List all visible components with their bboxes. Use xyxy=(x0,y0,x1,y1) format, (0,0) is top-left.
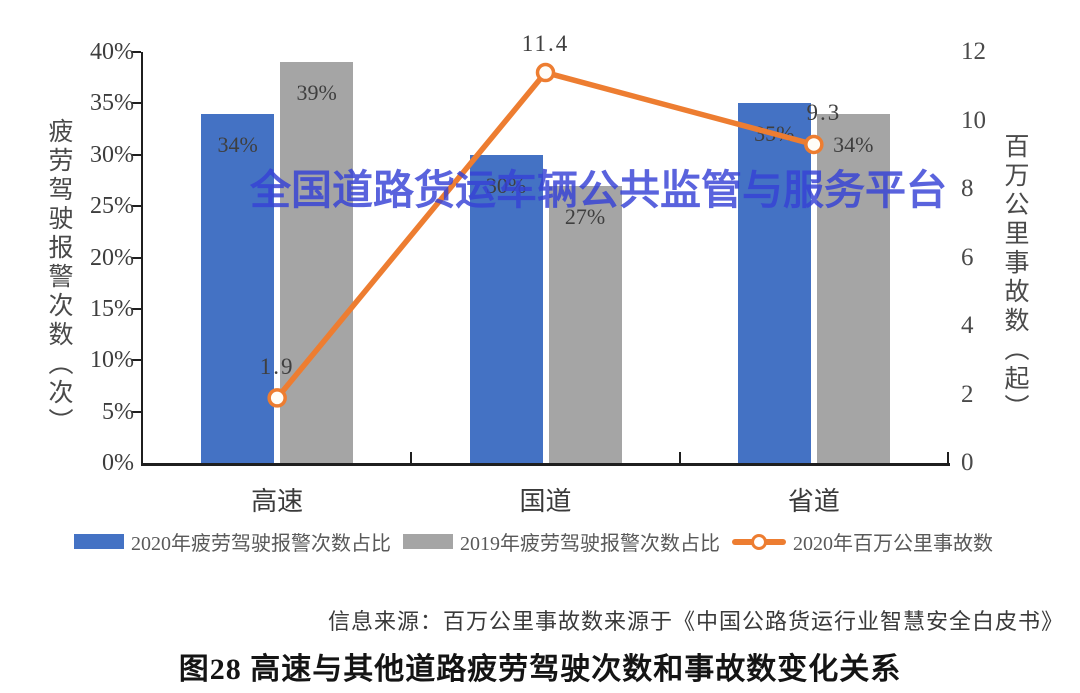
y-axis-tick-label: 15% xyxy=(90,295,134,322)
line-point-label: 9.3 xyxy=(806,100,842,126)
watermark-text: 全国道路货运车辆公共监管与服务平台 xyxy=(250,167,947,213)
y-axis-tick xyxy=(131,359,141,362)
y-axis-tick-label: 25% xyxy=(90,193,134,220)
y-axis-tick xyxy=(131,410,141,413)
y-axis-tick-label: 10% xyxy=(90,347,134,374)
y-axis-tick xyxy=(131,153,141,156)
right-axis-tick-label: 8 xyxy=(961,175,974,202)
right-axis-tick-label: 12 xyxy=(961,38,986,65)
y-axis-line xyxy=(141,52,143,465)
legend-label: 2019年疲劳驾驶报警次数占比 xyxy=(460,533,720,555)
legend: 2020年疲劳驾驶报警次数占比 2019年疲劳驾驶报警次数占比 2020年百万公里事… xyxy=(74,527,993,556)
y-axis-tick xyxy=(131,256,141,259)
line-point-marker xyxy=(535,62,556,83)
right-axis-title: 百万公里事故数（起） xyxy=(1001,133,1028,423)
legend-item-3: 2020年百万公里事故数 xyxy=(732,527,993,556)
x-axis-category-label: 高速 xyxy=(251,487,304,516)
legend-label: 2020年疲劳驾驶报警次数占比 xyxy=(131,533,391,555)
line-point-label: 11.4 xyxy=(521,30,570,56)
legend-swatch-bar xyxy=(74,534,124,549)
y-axis-tick-label: 20% xyxy=(90,244,134,271)
y-axis-tick-label: 35% xyxy=(90,90,134,117)
source-note: 信息来源：百万公里事故数来源于《中国公路货运行业智慧安全白皮书》 xyxy=(327,609,1064,634)
bar-value-label: 34% xyxy=(833,131,874,157)
left-axis-title: 疲劳驾驶报警次数（次） xyxy=(45,118,72,437)
figure-caption: 图28 高速与其他道路疲劳驾驶次数和事故数变化关系 xyxy=(178,653,902,686)
x-axis-category-label: 国道 xyxy=(519,487,572,516)
bar-2019年-高速 xyxy=(280,62,354,463)
legend-swatch-line-marker xyxy=(732,534,786,550)
legend-item-2: 2019年疲劳驾驶报警次数占比 xyxy=(403,527,720,556)
legend-label: 2020年百万公里事故数 xyxy=(793,533,993,555)
y-axis-tick xyxy=(131,102,141,105)
bar-value-label: 34% xyxy=(217,131,258,157)
y-axis-tick xyxy=(131,51,141,53)
x-axis-tick xyxy=(410,452,413,466)
legend-line-dot xyxy=(751,534,767,550)
right-axis-tick-label: 4 xyxy=(961,312,974,339)
right-axis-tick-label: 6 xyxy=(961,243,974,271)
x-axis-end-tick xyxy=(947,452,949,463)
legend-item-1: 2020年疲劳驾驶报警次数占比 xyxy=(74,527,391,556)
right-axis-tick-label: 0 xyxy=(961,449,974,476)
right-axis-tick-label: 2 xyxy=(961,380,974,408)
x-axis-line xyxy=(141,463,950,466)
y-axis-tick-label: 30% xyxy=(90,141,134,168)
y-axis-tick xyxy=(131,307,141,310)
x-axis-category-label: 省道 xyxy=(787,487,840,516)
x-axis-tick xyxy=(678,452,681,466)
legend-swatch-bar xyxy=(403,534,453,549)
y-axis-tick-label: 40% xyxy=(90,39,134,65)
y-axis-tick-label: 0% xyxy=(102,450,134,476)
line-point-label: 1.9 xyxy=(259,353,295,379)
y-axis-tick xyxy=(131,205,141,208)
right-axis-tick-label: 10 xyxy=(961,106,986,134)
bar-2020年-高速 xyxy=(201,113,275,463)
accident-line xyxy=(274,69,817,401)
bar-value-label: 39% xyxy=(296,80,337,106)
y-axis-tick-label: 5% xyxy=(102,398,134,425)
bar-2019年-省道 xyxy=(816,113,890,463)
